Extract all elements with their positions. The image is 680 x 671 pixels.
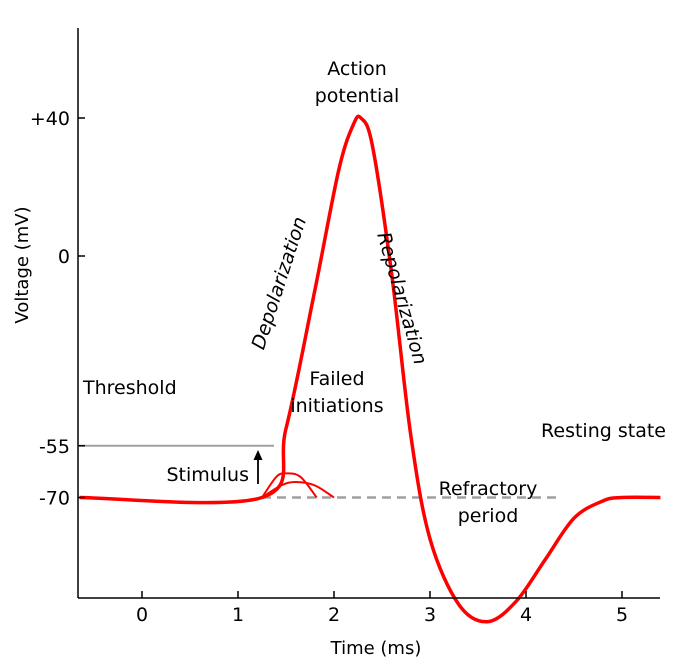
x-ticks: 0 1 2 3 4 5 xyxy=(136,591,628,626)
threshold-label: Threshold xyxy=(82,377,177,399)
y-ticks: +40 0 -55 -70 xyxy=(30,108,85,510)
refractory-period-label: period xyxy=(458,505,519,527)
failed-initiations-label: initiations xyxy=(290,395,383,417)
y-tick-label: -55 xyxy=(39,436,70,458)
failed-initiations-label: Failed xyxy=(309,368,364,390)
action-potential-label: potential xyxy=(315,85,400,107)
y-tick-label: -70 xyxy=(39,488,70,510)
x-axis-title: Time (ms) xyxy=(330,638,422,659)
y-tick-label: +40 xyxy=(30,108,70,130)
x-tick-label: 1 xyxy=(232,604,244,626)
x-tick-label: 2 xyxy=(328,604,340,626)
resting-state-label: Resting state xyxy=(541,420,666,442)
stimulus-label: Stimulus xyxy=(166,464,249,486)
refractory-period-label: Refractory xyxy=(439,478,538,500)
x-tick-label: 5 xyxy=(616,604,628,626)
x-tick-label: 0 xyxy=(136,604,148,626)
action-potential-label: Action xyxy=(327,58,387,80)
x-tick-label: 3 xyxy=(424,604,436,626)
y-tick-label: 0 xyxy=(58,246,70,268)
action-potential-line xyxy=(79,114,661,624)
failed-initiation-curve xyxy=(261,480,335,499)
y-axis-title: Voltage (mV) xyxy=(12,206,33,323)
x-tick-label: 4 xyxy=(520,604,532,626)
depolarization-label: Depolarization xyxy=(248,214,312,352)
stimulus-arrow-icon xyxy=(253,450,263,484)
